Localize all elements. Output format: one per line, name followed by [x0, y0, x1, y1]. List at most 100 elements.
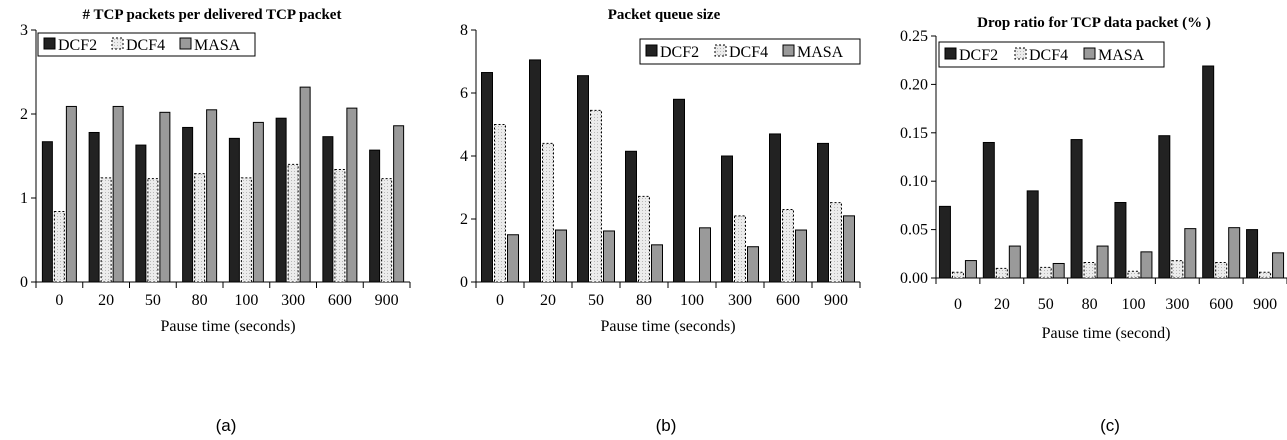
bar-dcf4-a-80	[194, 173, 206, 283]
bar-dcf4-b-20	[542, 142, 554, 283]
bar-dcf2-b-20	[529, 59, 541, 283]
x-tick-label-a: 600	[328, 292, 352, 309]
bar-masa-c-80	[1096, 245, 1109, 279]
bar-dcf4-c-0	[951, 271, 964, 279]
bar-dcf2-c-100	[1114, 201, 1127, 279]
x-tick-label-c: 300	[1165, 296, 1189, 313]
x-tick-label-b: 50	[588, 292, 604, 309]
y-tick-label-c: 0.10	[900, 173, 928, 190]
bar-dcf4-b-50	[590, 109, 602, 283]
plot-area-a: 0 1 2 3 0 20 50 80 100 300 600 900	[20, 22, 411, 309]
bar-masa-c-0	[964, 260, 977, 279]
bar-dcf4-c-300	[1171, 260, 1184, 279]
bar-masa-a-0	[65, 105, 77, 283]
y-tick-label-a: 3	[20, 22, 28, 39]
bar-dcf4-a-300	[287, 163, 299, 283]
bar-dcf4-a-600	[334, 168, 346, 283]
legend-swatch-dcf2-a	[43, 37, 56, 50]
bar-masa-b-100	[699, 227, 711, 283]
bar-dcf2-a-50	[135, 144, 147, 283]
legend-swatch-dcf4-a	[111, 37, 124, 50]
x-tick-label-c: 0	[954, 296, 962, 313]
bar-dcf4-a-0	[53, 210, 65, 283]
bar-dcf2-b-50	[577, 75, 589, 283]
bar-masa-a-20	[112, 105, 124, 283]
legend-label-dcf2-a: DCF2	[58, 37, 97, 54]
bar-dcf4-b-80	[638, 195, 650, 283]
legend-label-dcf4-c: DCF4	[1029, 47, 1068, 64]
bar-masa-a-100	[252, 121, 264, 283]
bar-dcf2-c-50	[1026, 190, 1039, 279]
legend-label-masa-a: MASA	[194, 37, 241, 54]
x-tick-label-c: 900	[1253, 296, 1277, 313]
bar-dcf2-b-300	[721, 155, 733, 283]
x-tick-label-a: 80	[192, 292, 208, 309]
chart-panel-a: # TCP packets per delivered TCP packet 0…	[20, 7, 411, 435]
y-tick-label-b: 8	[460, 22, 468, 39]
legend-b: DCF2 DCF4 MASA	[639, 38, 861, 65]
y-tick-label-c: 0.00	[900, 270, 928, 287]
bar-masa-c-20	[1008, 245, 1021, 279]
y-tick-label-c: 0.15	[900, 125, 928, 142]
bar-dcf4-c-600	[1215, 262, 1228, 279]
legend-label-dcf2-b: DCF2	[660, 44, 699, 61]
chart-panel-c: Drop ratio for TCP data packet (% ) 0.00…	[900, 15, 1287, 435]
y-tick-label-a: 0	[20, 274, 28, 291]
bar-dcf4-c-20	[995, 267, 1008, 279]
x-tick-label-c: 100	[1121, 296, 1145, 313]
x-tick-label-b: 0	[496, 292, 504, 309]
bar-masa-b-300	[747, 246, 759, 283]
legend-label-masa-b: MASA	[797, 44, 844, 61]
bar-dcf2-a-100	[228, 137, 240, 283]
bar-dcf2-c-900	[1246, 229, 1259, 279]
bar-dcf4-b-0	[494, 124, 506, 283]
bar-masa-c-100	[1140, 251, 1153, 279]
x-tick-label-b: 600	[776, 292, 800, 309]
legend-label-dcf4-a: DCF4	[126, 37, 165, 54]
bar-dcf2-c-80	[1070, 139, 1083, 279]
panel-label-b: (b)	[656, 416, 677, 435]
legend-box-c	[938, 41, 1165, 68]
legend-swatch-masa-c	[1083, 47, 1096, 60]
legend-swatch-dcf2-c	[944, 47, 957, 60]
bar-dcf2-b-900	[817, 142, 829, 283]
legend-swatch-masa-b	[782, 44, 795, 57]
bar-dcf2-a-20	[88, 131, 100, 283]
bar-dcf4-b-900	[830, 202, 842, 283]
chart-title-a: # TCP packets per delivered TCP packet	[83, 7, 342, 23]
panel-label-c: (c)	[1100, 416, 1120, 435]
bar-masa-a-600	[346, 107, 358, 283]
bar-masa-b-80	[651, 244, 663, 283]
bar-masa-b-900	[843, 215, 855, 283]
bar-dcf2-a-900	[369, 149, 381, 283]
legend-box-b	[639, 38, 861, 65]
y-tick-label-b: 2	[460, 211, 468, 228]
bar-dcf2-b-80	[625, 150, 637, 283]
x-axis-label-b: Pause time (seconds)	[600, 318, 735, 335]
y-tick-label-b: 6	[460, 85, 468, 102]
y-tick-label-b: 4	[460, 148, 468, 165]
bar-masa-a-50	[159, 111, 171, 283]
x-tick-label-a: 100	[234, 292, 258, 309]
x-tick-label-b: 900	[824, 292, 848, 309]
chart-title-b: Packet queue size	[608, 7, 721, 23]
bar-dcf2-b-0	[481, 72, 493, 283]
legend-label-dcf2-c: DCF2	[959, 47, 998, 64]
bar-dcf2-a-600	[322, 136, 334, 283]
x-tick-label-c: 50	[1038, 296, 1054, 313]
x-axis-label-c: Pause time (second)	[1042, 325, 1171, 342]
bar-masa-a-300	[299, 86, 311, 283]
x-tick-label-b: 20	[540, 292, 556, 309]
bar-dcf4-c-100	[1127, 270, 1140, 279]
y-tick-label-c: 0.20	[900, 76, 928, 93]
y-tick-label-a: 1	[20, 190, 28, 207]
bar-dcf4-b-300	[734, 215, 746, 283]
legend-label-dcf4-b: DCF4	[729, 44, 768, 61]
bar-dcf2-a-80	[182, 126, 194, 283]
bar-dcf4-a-50	[147, 178, 159, 283]
x-tick-label-c: 600	[1209, 296, 1233, 313]
bar-dcf2-a-0	[41, 141, 53, 283]
x-tick-label-a: 300	[281, 292, 305, 309]
